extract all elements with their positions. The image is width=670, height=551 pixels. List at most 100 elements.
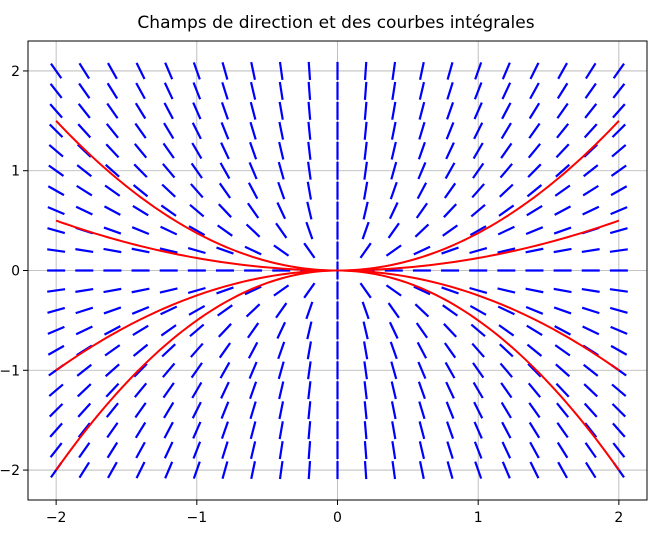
direction-segment	[192, 461, 201, 479]
direction-segment	[307, 461, 312, 480]
direction-segment	[554, 325, 572, 336]
direction-segment	[362, 181, 369, 200]
y-axis: −2 −1 0 1 2	[0, 64, 28, 479]
direction-segment	[497, 225, 515, 236]
direction-segment	[474, 461, 483, 479]
direction-segment	[160, 225, 178, 236]
direction-segment	[189, 323, 205, 338]
direction-segment	[190, 183, 204, 199]
direction-segment	[446, 441, 454, 460]
direction-segment	[220, 101, 229, 120]
direction-segment	[162, 362, 176, 378]
direction-segment	[581, 248, 600, 254]
direction-segment	[247, 341, 259, 359]
direction-segment	[501, 421, 512, 439]
direction-segment	[163, 401, 175, 419]
direction-segment	[472, 142, 484, 160]
direction-segment	[159, 247, 178, 254]
direction-segment	[414, 303, 430, 318]
direction-segment	[416, 341, 428, 359]
direction-segment	[363, 401, 368, 420]
direction-segment	[132, 205, 149, 217]
direction-segment	[473, 441, 483, 459]
direction-segment	[472, 381, 484, 399]
direction-segment	[391, 421, 397, 440]
x-tick-label: −1	[186, 510, 207, 526]
chart-title: Champs de direction et des courbes intég…	[137, 13, 534, 33]
direction-segment	[131, 226, 150, 235]
direction-segment	[249, 141, 258, 160]
direction-segment	[77, 402, 92, 418]
direction-segment	[611, 123, 627, 138]
direction-segment	[249, 81, 257, 100]
direction-segment	[131, 287, 150, 294]
direction-segment	[612, 442, 626, 458]
direction-segment	[103, 205, 121, 216]
direction-segment	[611, 383, 627, 397]
direction-segment	[163, 102, 174, 120]
direction-segment	[188, 225, 206, 236]
direction-segment	[247, 182, 259, 200]
direction-segment	[189, 203, 205, 218]
direction-segment	[107, 62, 118, 80]
integral-curves	[55, 120, 620, 471]
direction-segment	[473, 401, 484, 419]
direction-segment	[529, 461, 540, 479]
direction-segment	[273, 284, 290, 297]
direction-segment	[221, 441, 229, 460]
direction-segment	[47, 344, 65, 356]
direction-segment	[418, 61, 425, 80]
direction-segment	[582, 205, 600, 216]
x-tick-label: 2	[614, 510, 623, 526]
direction-segment	[104, 184, 121, 197]
direction-segment	[472, 362, 485, 379]
direction-segment	[469, 225, 487, 236]
direction-segment	[305, 221, 314, 240]
direction-segment	[443, 182, 457, 199]
direction-segment	[528, 102, 541, 120]
direction-segment	[499, 183, 514, 198]
direction-segment	[446, 61, 454, 80]
direction-segment	[501, 62, 511, 80]
direction-segment	[163, 441, 174, 459]
direction-segment	[244, 245, 262, 256]
direction-segment	[49, 83, 63, 99]
direction-segment	[363, 441, 368, 460]
direction-segment	[527, 382, 542, 398]
direction-segment	[218, 342, 232, 359]
direction-segment	[106, 102, 119, 119]
direction-segment	[216, 304, 233, 317]
direction-segment	[47, 206, 65, 216]
direction-segment	[444, 162, 456, 180]
direction-segment	[76, 143, 92, 158]
direction-segment	[388, 202, 399, 220]
direction-segment	[390, 161, 398, 180]
direction-segment	[362, 341, 369, 360]
direction-segment	[556, 123, 570, 139]
direction-segment	[104, 344, 121, 357]
direction-segment	[445, 401, 455, 419]
direction-segment	[363, 161, 368, 180]
direction-segment	[525, 306, 544, 315]
direction-segment	[188, 305, 206, 316]
direction-segment	[277, 181, 286, 200]
direction-segment	[473, 122, 484, 140]
direction-segment	[249, 421, 257, 440]
direction-segment	[442, 304, 459, 317]
direction-segment	[525, 226, 544, 235]
direction-segment	[500, 142, 513, 159]
direction-segment	[363, 381, 368, 400]
direction-segment	[276, 202, 287, 220]
direction-segment	[527, 363, 542, 378]
direction-segment	[162, 163, 176, 179]
direction-segment	[529, 62, 540, 80]
direction-segment	[500, 401, 512, 419]
direction-segment	[277, 361, 285, 380]
direction-segment	[584, 103, 598, 119]
direction-segment	[445, 381, 455, 399]
direction-segment	[387, 222, 400, 239]
direction-segment	[554, 344, 571, 357]
direction-segment	[390, 381, 397, 400]
direction-segment	[106, 441, 119, 459]
